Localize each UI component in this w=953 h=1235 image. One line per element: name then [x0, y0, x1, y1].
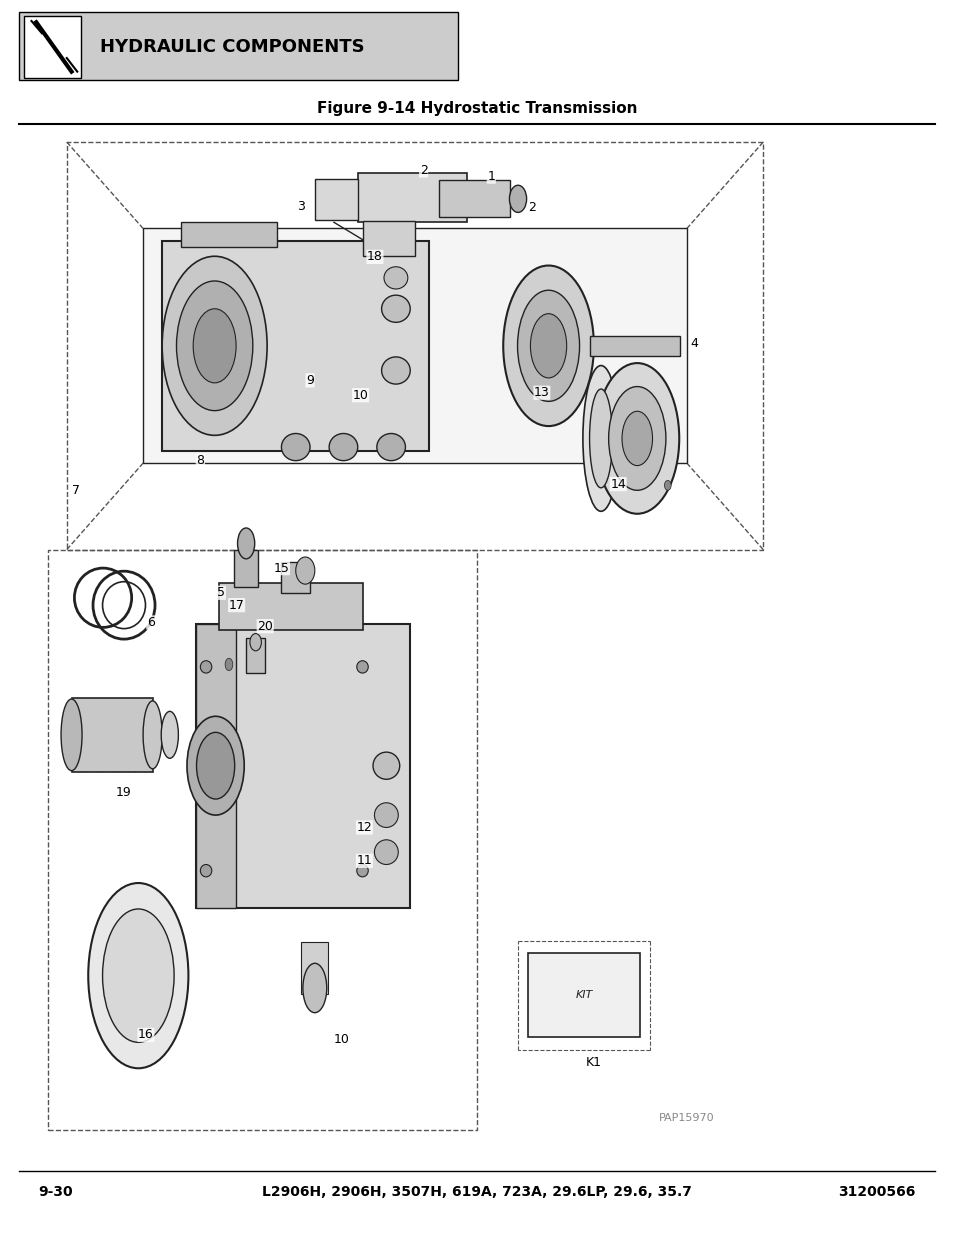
Ellipse shape	[530, 314, 566, 378]
FancyBboxPatch shape	[589, 336, 679, 356]
Ellipse shape	[88, 883, 188, 1068]
Text: 9-30: 9-30	[38, 1184, 72, 1199]
FancyBboxPatch shape	[301, 942, 328, 994]
Text: 31200566: 31200566	[838, 1184, 915, 1199]
Ellipse shape	[295, 557, 314, 584]
Bar	[24, 16, 81, 78]
Text: 5: 5	[217, 587, 225, 599]
Ellipse shape	[303, 963, 326, 1013]
Ellipse shape	[176, 282, 253, 410]
Ellipse shape	[200, 661, 212, 673]
FancyBboxPatch shape	[527, 953, 639, 1037]
Text: PAP15970: PAP15970	[659, 1113, 714, 1123]
Ellipse shape	[582, 366, 618, 511]
Text: 7: 7	[72, 484, 80, 496]
FancyBboxPatch shape	[195, 624, 410, 908]
Ellipse shape	[329, 433, 357, 461]
Text: 15: 15	[274, 562, 289, 574]
Text: HYDRAULIC COMPONENTS: HYDRAULIC COMPONENTS	[100, 38, 364, 56]
FancyBboxPatch shape	[357, 173, 467, 222]
Ellipse shape	[281, 433, 310, 461]
Ellipse shape	[381, 357, 410, 384]
Text: 10: 10	[353, 389, 368, 401]
Text: 19: 19	[116, 787, 132, 799]
Text: 2: 2	[528, 201, 536, 214]
FancyBboxPatch shape	[438, 180, 510, 217]
Ellipse shape	[663, 480, 670, 490]
Ellipse shape	[621, 411, 652, 466]
Text: 16: 16	[138, 1029, 153, 1041]
Text: K1: K1	[585, 1056, 600, 1068]
Ellipse shape	[196, 732, 234, 799]
Text: KIT: KIT	[575, 990, 592, 1000]
Ellipse shape	[376, 433, 405, 461]
Text: 4: 4	[690, 337, 698, 350]
FancyBboxPatch shape	[362, 221, 415, 256]
Ellipse shape	[589, 389, 612, 488]
Ellipse shape	[517, 290, 578, 401]
Ellipse shape	[374, 803, 398, 827]
Ellipse shape	[225, 658, 233, 671]
Text: 2: 2	[419, 164, 427, 177]
FancyBboxPatch shape	[195, 624, 235, 908]
Ellipse shape	[383, 267, 407, 289]
FancyBboxPatch shape	[246, 638, 265, 673]
Text: 11: 11	[356, 855, 372, 867]
Ellipse shape	[200, 864, 212, 877]
FancyBboxPatch shape	[281, 562, 310, 593]
Text: L2906H, 2906H, 3507H, 619A, 723A, 29.6LP, 29.6, 35.7: L2906H, 2906H, 3507H, 619A, 723A, 29.6LP…	[262, 1184, 691, 1199]
Text: 10: 10	[334, 1034, 349, 1046]
Ellipse shape	[161, 711, 178, 758]
Text: 14: 14	[610, 478, 625, 490]
Text: 8: 8	[196, 454, 204, 467]
Text: 12: 12	[356, 821, 372, 834]
Text: 20: 20	[257, 620, 273, 632]
FancyBboxPatch shape	[181, 222, 276, 247]
FancyBboxPatch shape	[233, 550, 257, 587]
Ellipse shape	[162, 257, 267, 436]
FancyBboxPatch shape	[19, 12, 457, 80]
FancyBboxPatch shape	[219, 583, 362, 630]
Ellipse shape	[250, 634, 261, 651]
Ellipse shape	[595, 363, 679, 514]
Ellipse shape	[381, 295, 410, 322]
Ellipse shape	[237, 529, 254, 558]
Ellipse shape	[103, 909, 173, 1042]
Ellipse shape	[187, 716, 244, 815]
Ellipse shape	[61, 699, 82, 771]
Text: 6: 6	[147, 616, 154, 629]
Ellipse shape	[356, 661, 368, 673]
Text: 17: 17	[229, 599, 244, 611]
Text: 13: 13	[534, 387, 549, 399]
FancyBboxPatch shape	[71, 698, 152, 772]
Text: 9: 9	[306, 374, 314, 387]
Ellipse shape	[374, 840, 398, 864]
Ellipse shape	[356, 864, 368, 877]
Ellipse shape	[193, 309, 236, 383]
Text: 3: 3	[297, 200, 305, 212]
FancyBboxPatch shape	[143, 228, 686, 463]
Ellipse shape	[509, 185, 526, 212]
Ellipse shape	[143, 701, 162, 768]
Text: 18: 18	[367, 251, 382, 263]
Text: 1: 1	[487, 170, 495, 183]
Ellipse shape	[373, 752, 399, 779]
FancyBboxPatch shape	[162, 241, 429, 451]
Ellipse shape	[608, 387, 665, 490]
Ellipse shape	[502, 266, 593, 426]
FancyBboxPatch shape	[314, 179, 357, 220]
Text: Figure 9-14 Hydrostatic Transmission: Figure 9-14 Hydrostatic Transmission	[316, 101, 637, 116]
